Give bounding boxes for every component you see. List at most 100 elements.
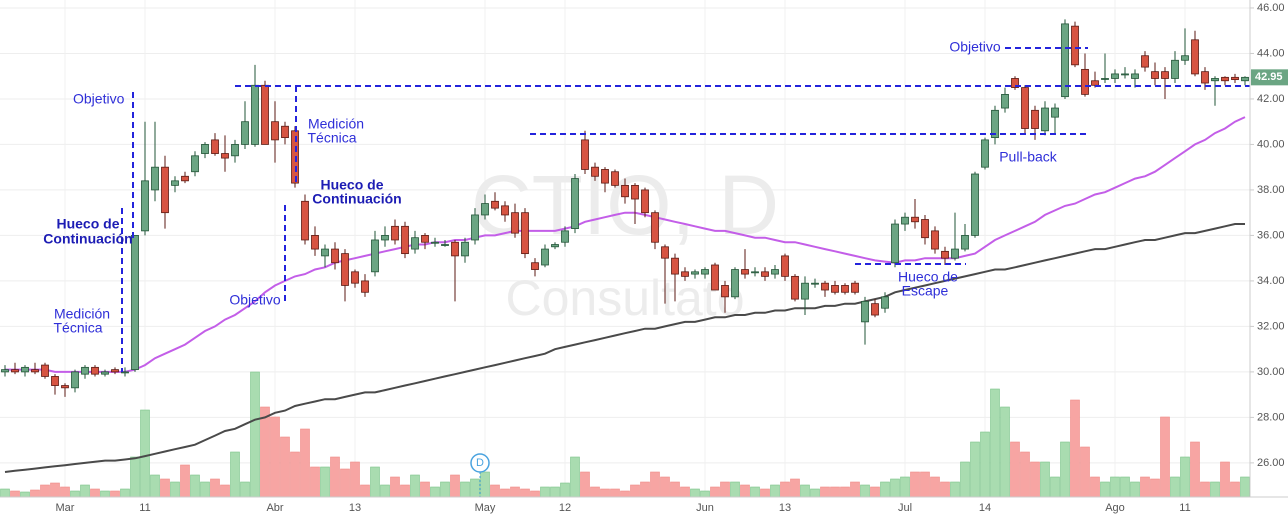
candle-body [551, 244, 559, 248]
volume-bar [740, 484, 750, 498]
volume-bar [30, 489, 40, 498]
candle-body [901, 216, 909, 225]
volume-bar [1160, 416, 1170, 498]
candle-body [451, 241, 459, 257]
candle-body [201, 144, 209, 154]
volume-bar [400, 484, 410, 498]
candle-body [941, 250, 949, 259]
volume-bar [830, 486, 840, 498]
candle-body [1011, 78, 1019, 88]
candle-body [111, 369, 119, 373]
annotation: Continuación [312, 191, 401, 207]
volume-bar [1080, 446, 1090, 498]
volume-bar [760, 488, 770, 498]
x-tick-label: May [475, 502, 496, 514]
candle-body [1091, 80, 1099, 86]
volume-bar [520, 488, 530, 498]
candle-body [1121, 73, 1129, 76]
volume-bar [930, 476, 940, 498]
y-tick-label: 44.00 [1257, 47, 1285, 59]
volume-bar [1030, 461, 1040, 498]
annotation: Técnica [307, 130, 356, 146]
annotation: Continuación [43, 231, 132, 247]
candle-body [681, 271, 689, 277]
volume-bar [210, 478, 220, 498]
volume-bar [200, 481, 210, 498]
volume-bar [1130, 481, 1140, 498]
volume-bar [870, 486, 880, 498]
volume-bar [1090, 476, 1100, 498]
candle-body [881, 296, 889, 309]
volume-bar [260, 406, 270, 498]
annotation: Técnica [53, 320, 102, 336]
volume-bar [40, 484, 50, 498]
watermark: CTIO, D [471, 158, 779, 252]
candle-body [571, 178, 579, 229]
volume-bar [670, 481, 680, 498]
candle-body [261, 84, 269, 145]
candle-body [1, 369, 9, 373]
candle-body [471, 214, 479, 241]
volume-bar [60, 486, 70, 498]
candle-body [1131, 73, 1139, 79]
candle-body [751, 271, 759, 274]
candle-body [411, 237, 419, 250]
volume-bar [800, 484, 810, 498]
volume-bar [430, 486, 440, 498]
volume-bar [660, 476, 670, 498]
candle-body [961, 235, 969, 250]
candle-body [771, 269, 779, 275]
candle-body [1171, 59, 1179, 79]
candle-body [311, 235, 319, 250]
volume-bar [360, 484, 370, 498]
candle-body [581, 139, 589, 170]
candle-body [591, 166, 599, 177]
volume-bar [750, 486, 760, 498]
candle-body [891, 223, 899, 264]
volume-bar [270, 416, 280, 498]
candle-body [431, 241, 439, 244]
annotations: Objetivo Hueco de Continuación Medición … [43, 39, 1058, 336]
volume-bar [490, 484, 500, 498]
candle-body [321, 248, 329, 257]
annotation: Medición [308, 116, 364, 132]
volume-bar [650, 471, 660, 498]
last-price-box [1251, 69, 1288, 86]
candle-body [1031, 109, 1039, 129]
candle-body [21, 366, 29, 373]
candle-body [791, 275, 799, 300]
volume-bar [910, 471, 920, 498]
volume-bar [170, 481, 180, 498]
moving-average [5, 116, 1246, 373]
candle-body [991, 109, 999, 139]
volume-bar [0, 488, 10, 498]
candle-body [1211, 78, 1219, 82]
volume-bar [550, 486, 560, 498]
volume-bar [180, 464, 190, 498]
candle-body [181, 175, 189, 182]
candle-body [391, 225, 399, 241]
volume-bar [1060, 441, 1070, 498]
x-tick-label: Ago [1105, 502, 1125, 514]
y-tick-label: 42.00 [1257, 93, 1285, 105]
volume-bar [70, 490, 80, 498]
volume-bar [120, 488, 130, 498]
candle-body [631, 184, 639, 200]
candle-body [81, 366, 89, 375]
volume-bar [280, 436, 290, 498]
candle-body [1071, 25, 1079, 66]
candle-body [361, 280, 369, 293]
watermark: Consultato [505, 270, 744, 326]
volume-bar [560, 482, 570, 498]
volume-bar [230, 451, 240, 498]
candle-body [601, 169, 609, 184]
volume-bar [680, 486, 690, 498]
volume-bar [960, 461, 970, 498]
candle-body [1051, 107, 1059, 118]
volume-bar [640, 481, 650, 498]
volume-bar [1100, 481, 1110, 498]
volume-bar [810, 488, 820, 498]
candle-body [511, 212, 519, 234]
volume-bar [330, 456, 340, 498]
